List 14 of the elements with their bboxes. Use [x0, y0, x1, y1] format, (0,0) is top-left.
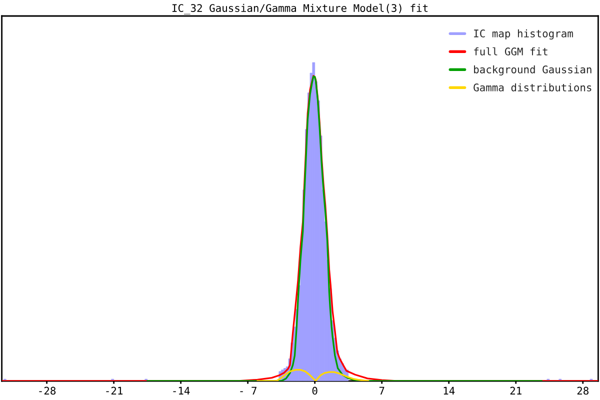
- legend-label: Gamma distributions: [474, 83, 592, 92]
- legend-label: full GGM fit: [474, 47, 548, 56]
- x-tick-label: -28: [39, 386, 56, 395]
- x-tick-label: 14: [444, 386, 455, 395]
- x-tick-label: 0: [312, 386, 318, 395]
- x-tick-label: 28: [577, 386, 588, 395]
- legend-label: IC map histogram: [474, 29, 573, 40]
- x-tick-label: - 7: [240, 386, 256, 395]
- chart-title: IC_32 Gaussian/Gamma Mixture Model(3) fit: [172, 4, 428, 14]
- x-tick-label: -14: [173, 386, 190, 395]
- legend-label: background Gaussian: [474, 65, 592, 76]
- x-tick-label: -21: [106, 386, 123, 395]
- x-tick-label: 21: [510, 386, 522, 395]
- x-tick-label: 7: [379, 386, 384, 395]
